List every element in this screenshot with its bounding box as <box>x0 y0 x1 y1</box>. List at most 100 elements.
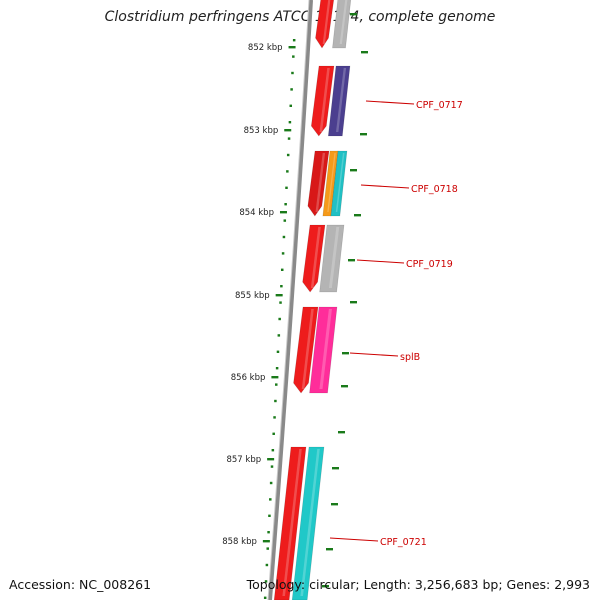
ruler-minor-tick <box>280 268 284 271</box>
gene-strand <box>309 306 338 394</box>
ruler-minor-tick <box>280 285 283 288</box>
ruler-major-tick <box>271 376 279 379</box>
ruler-minor-tick <box>283 219 287 222</box>
gene-strand-shine <box>319 309 332 389</box>
track-tick <box>342 352 349 355</box>
gene-label: CPF_0717 <box>416 100 463 111</box>
track-tick <box>361 51 368 54</box>
ruler-minor-tick <box>284 203 287 206</box>
track-tick <box>332 467 339 470</box>
gene-strand-shine <box>315 153 326 212</box>
ruler-minor-tick <box>268 514 271 517</box>
ruler-minor-tick <box>281 252 285 255</box>
gene-strand <box>332 0 352 49</box>
track-tick <box>348 259 355 262</box>
gene-label: CPF_0718 <box>411 184 458 195</box>
ruler-minor-tick <box>286 153 290 157</box>
track-tick <box>331 503 338 506</box>
ruler-minor-tick <box>266 547 269 550</box>
ruler-minor-tick <box>265 563 269 567</box>
ruler-minor-tick <box>285 186 288 189</box>
gene-strand <box>310 65 335 137</box>
ruler-minor-tick <box>267 531 270 534</box>
gene-strand-shine <box>319 68 330 132</box>
ruler-label: 856 kbp <box>231 373 266 383</box>
gene-label: CPF_0719 <box>406 259 453 270</box>
ruler-minor-tick <box>291 71 294 75</box>
track-tick <box>322 585 329 588</box>
track-tick <box>326 548 333 551</box>
ruler-minor-tick <box>292 39 296 42</box>
ruler-minor-tick <box>279 301 282 304</box>
track-tick <box>350 13 357 16</box>
ruler-minor-tick <box>274 399 277 403</box>
ruler-minor-tick <box>289 104 293 107</box>
ruler-minor-tick <box>282 235 286 239</box>
gene-strand <box>291 446 325 600</box>
gene-strand <box>327 65 351 137</box>
ruler-major-tick <box>262 540 270 543</box>
gene-label: CPF_0721 <box>380 537 427 548</box>
backbone-line <box>268 0 313 600</box>
gene-strand-shine <box>301 309 314 389</box>
ruler-major-tick <box>288 46 296 49</box>
ruler-major-tick <box>267 458 275 461</box>
track-tick <box>341 385 348 388</box>
gene-strand-shine <box>327 153 336 212</box>
gene-strand-shine <box>336 68 347 132</box>
ruler-minor-tick <box>287 137 291 140</box>
accession-text: Accession: NC_008261 <box>9 577 152 592</box>
ruler-label: 855 kbp <box>235 291 270 301</box>
map-title: Clostridium perfringens ATCC 13124, comp… <box>104 9 496 25</box>
track-tick <box>354 214 361 217</box>
gene-strand <box>315 0 335 49</box>
ruler-label: 853 kbp <box>244 126 279 136</box>
ruler-major-tick <box>275 294 283 297</box>
ruler-minor-tick <box>273 416 276 419</box>
ruler-minor-tick <box>269 481 273 485</box>
ruler-minor-tick <box>264 580 268 583</box>
ruler-minor-tick <box>290 88 293 91</box>
gene-label-leader <box>349 352 399 357</box>
ruler-minor-tick <box>277 334 281 337</box>
ruler-major-tick <box>284 129 292 132</box>
ruler-minor-tick <box>275 367 279 370</box>
gene-label-leader <box>356 259 405 264</box>
backbone-highlight <box>267 0 310 600</box>
genome-summary-text: Topology: circular; Length: 3,256,683 bp… <box>246 577 590 592</box>
ruler-minor-tick <box>286 170 289 173</box>
ruler-major-tick <box>279 211 287 214</box>
ruler-label: 857 kbp <box>226 455 261 465</box>
gene-strand-shine <box>322 0 331 44</box>
ruler-minor-tick <box>288 121 292 124</box>
ruler-minor-tick <box>263 596 267 599</box>
track-tick <box>350 169 357 172</box>
ruler-minor-tick <box>269 498 272 501</box>
gene-strand-shine <box>335 153 345 212</box>
gene-label-leader <box>329 537 379 542</box>
ruler-minor-tick <box>275 383 278 386</box>
ruler-minor-tick <box>278 317 281 321</box>
gene-strand <box>273 446 307 600</box>
gene-strand <box>307 150 330 217</box>
ruler-label: 858 kbp <box>222 537 257 547</box>
track-tick <box>360 133 367 136</box>
gene-strand-shine <box>328 227 340 288</box>
gene-strand <box>293 306 319 394</box>
gene-strand <box>319 224 345 293</box>
gene-strand <box>302 224 326 293</box>
gene-label-leader <box>360 184 410 189</box>
ruler-minor-tick <box>292 55 295 58</box>
ruler-minor-tick <box>276 350 280 353</box>
track-tick <box>350 301 357 304</box>
gene-label: splB <box>400 352 420 363</box>
gene-strand-shine <box>339 0 348 44</box>
gene-strand-shine <box>300 449 320 596</box>
ruler-label: 854 kbp <box>239 208 274 218</box>
gene-strand <box>330 150 348 217</box>
gene-strand-shine <box>282 449 302 596</box>
track-tick <box>338 431 345 434</box>
ruler-minor-tick <box>271 449 275 452</box>
gene-label-leader <box>365 100 415 105</box>
